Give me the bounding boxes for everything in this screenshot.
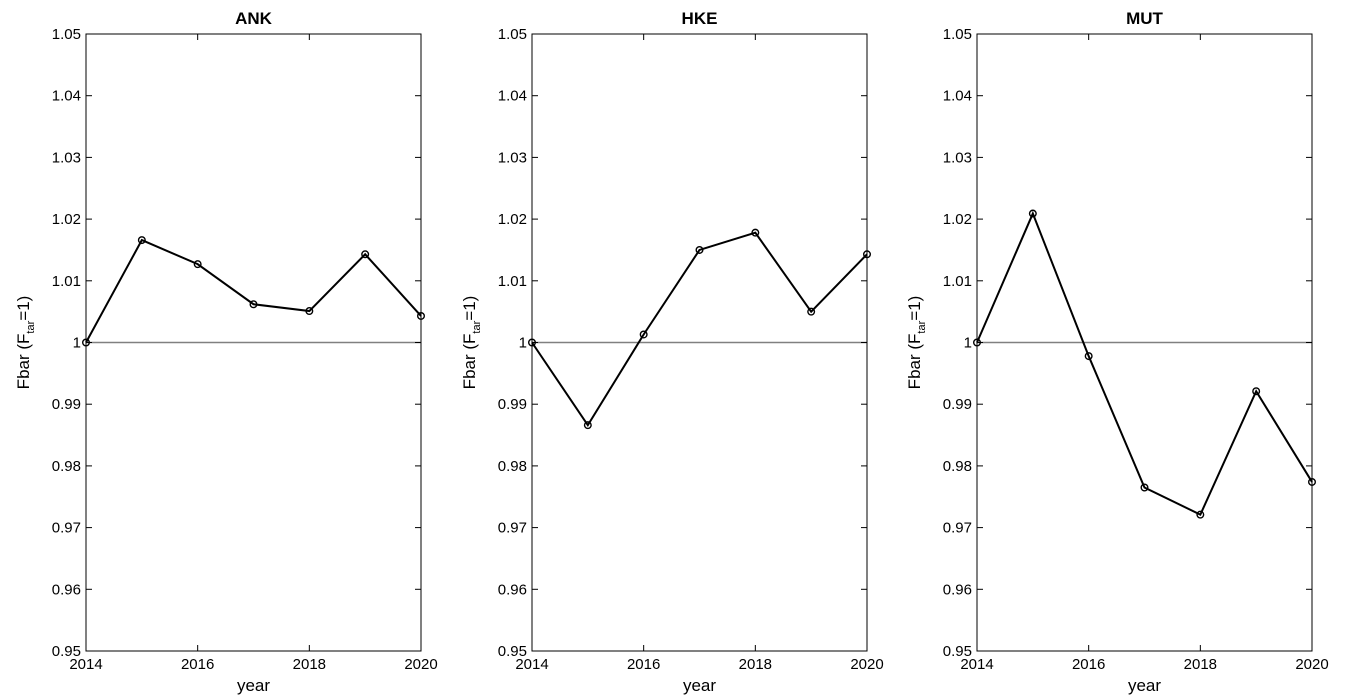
y-tick-label: 1.01	[943, 273, 972, 290]
y-tick-label: 1	[73, 335, 81, 352]
x-axis-label: year	[683, 676, 716, 695]
y-tick-label: 0.96	[52, 581, 81, 598]
y-tick-label: 0.98	[943, 458, 972, 475]
x-tick-label: 2020	[404, 656, 437, 673]
y-tick-label: 0.98	[498, 458, 527, 475]
y-tick-label: 1.01	[52, 273, 81, 290]
y-tick-label: 0.99	[943, 396, 972, 413]
y-tick-label: 1.02	[498, 211, 527, 228]
x-tick-label: 2016	[181, 656, 214, 673]
y-tick-label: 1	[964, 335, 972, 352]
x-tick-label: 2020	[1295, 656, 1328, 673]
y-tick-label: 0.95	[498, 643, 527, 660]
y-tick-label: 1	[519, 335, 527, 352]
x-tick-label: 2018	[293, 656, 326, 673]
y-tick-label: 1.01	[498, 273, 527, 290]
panel-ank: 0.95 0.96 0.97 0.98 0.99 1 1.01 1.02 1.03 1.04 1.0…	[14, 9, 438, 695]
data-point	[1140, 483, 1149, 492]
y-tick-label: 0.96	[943, 581, 972, 598]
x-tick-label: 2018	[739, 656, 772, 673]
y-axis-label: Fbar (Ftar=1)	[14, 296, 37, 390]
y-tick-label: 1.03	[943, 149, 972, 166]
y-axis-label: Fbar (Ftar=1)	[460, 296, 483, 390]
y-tick-label: 1.05	[498, 26, 527, 43]
data-point	[249, 300, 258, 309]
y-axis-label: Fbar (Ftar=1)	[905, 296, 928, 390]
data-point	[193, 260, 202, 269]
data-point	[528, 338, 537, 347]
panel-hke: 0.95 0.96 0.97 0.98 0.99 1 1.01 1.02 1.03 1.04 1.0…	[460, 9, 884, 695]
x-tick-label: 2014	[960, 656, 993, 673]
data-point	[863, 250, 872, 259]
data-point	[1196, 510, 1205, 519]
x-axis-label: year	[1128, 676, 1161, 695]
data-point	[973, 338, 982, 347]
data-point	[417, 311, 426, 320]
x-tick-label: 2016	[627, 656, 660, 673]
chart-title: MUT	[1126, 9, 1163, 28]
series-line	[976, 210, 1313, 516]
y-tick-label: 0.95	[943, 643, 972, 660]
y-tick-label: 1.05	[52, 26, 81, 43]
x-axis-label: year	[237, 676, 270, 695]
x-tick-label: 2016	[1072, 656, 1105, 673]
x-tick-label: 2020	[850, 656, 883, 673]
data-point	[361, 250, 370, 259]
y-tick-label: 1.04	[498, 88, 527, 105]
y-tick-label: 1.05	[943, 26, 972, 43]
y-tick-label: 0.97	[498, 520, 527, 537]
data-point	[81, 338, 90, 347]
series-line	[85, 238, 422, 343]
data-point	[583, 421, 592, 430]
series-line	[531, 231, 868, 428]
y-tick-label: 0.99	[498, 396, 527, 413]
y-tick-label: 1.02	[943, 211, 972, 228]
y-tick-label: 1.03	[52, 149, 81, 166]
data-point	[695, 245, 704, 254]
y-tick-label: 1.02	[52, 211, 81, 228]
y-tick-label: 0.97	[52, 520, 81, 537]
x-tick-label: 2014	[515, 656, 548, 673]
y-tick-label: 0.97	[943, 520, 972, 537]
y-tick-label: 0.96	[498, 581, 527, 598]
x-tick-label: 2018	[1184, 656, 1217, 673]
y-tick-label: 1.04	[943, 88, 972, 105]
y-tick-label: 1.04	[52, 88, 81, 105]
data-point	[807, 307, 816, 316]
panel-mut: 0.95 0.96 0.97 0.98 0.99 1 1.01 1.02 1.03 1.04 1.0…	[905, 9, 1329, 695]
data-point	[639, 330, 648, 339]
data-point	[1028, 209, 1037, 218]
x-tick-label: 2014	[69, 656, 102, 673]
data-point	[751, 228, 760, 237]
y-tick-label: 1.03	[498, 149, 527, 166]
data-point	[1307, 477, 1316, 486]
chart-title: HKE	[682, 9, 718, 28]
data-point	[305, 307, 314, 316]
data-point	[1084, 352, 1093, 361]
y-tick-label: 0.99	[52, 396, 81, 413]
chart-title: ANK	[235, 9, 273, 28]
data-point	[1252, 387, 1261, 396]
y-tick-label: 0.95	[52, 643, 81, 660]
data-point	[137, 236, 146, 245]
y-tick-label: 0.98	[52, 458, 81, 475]
